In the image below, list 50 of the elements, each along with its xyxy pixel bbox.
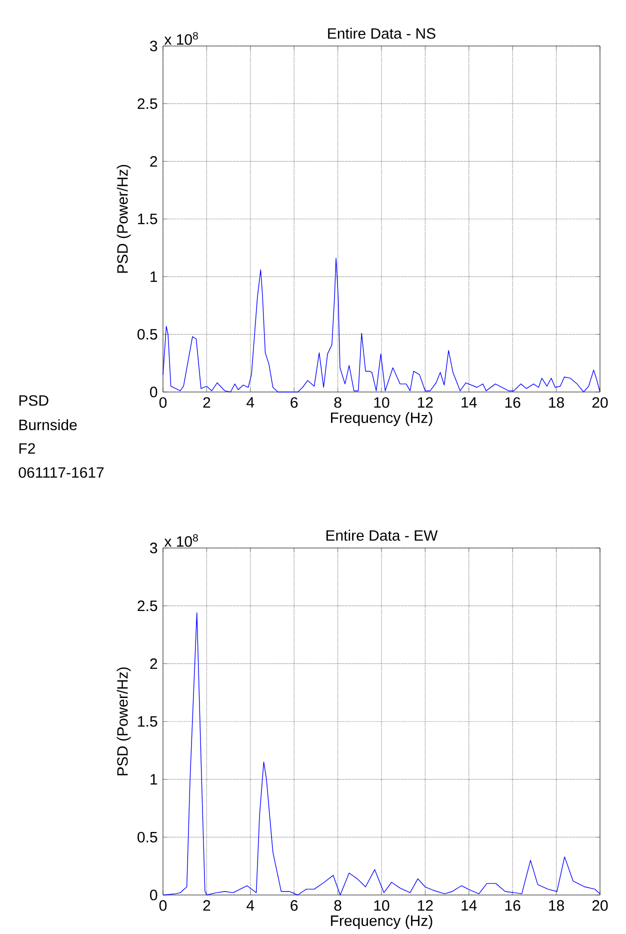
- x-tick-label: 20: [592, 900, 608, 911]
- text: PSD: [19, 395, 48, 406]
- chart-title: Entire Data - NS: [328, 28, 436, 39]
- x-tick-label: 18: [549, 397, 564, 408]
- y-tick-label: 0: [150, 890, 158, 900]
- x-tick-label: 8: [334, 397, 342, 408]
- y-tick-label: 1: [150, 774, 158, 784]
- y-tick-label: 2.5: [138, 600, 158, 612]
- text: x 10$^{8}$: [164, 32, 198, 45]
- x-tick-label: 16: [505, 900, 520, 911]
- text: Burnside: [19, 419, 77, 430]
- x-axis-title: Frequency (Hz): [331, 412, 432, 426]
- x-tick-label: 4: [246, 397, 254, 408]
- x-tick-label: 2: [203, 900, 210, 911]
- y-axis-title: PSD (Power/Hz): [116, 667, 131, 776]
- x-tick-label: 16: [505, 397, 520, 408]
- line-series: [162, 258, 600, 392]
- x-tick-label: 12: [418, 900, 433, 911]
- x-tick-label: 4: [246, 900, 254, 911]
- chart-title: Entire Data - EW: [326, 530, 438, 541]
- y-tick-label: 0: [150, 386, 158, 398]
- x-tick-label: 14: [462, 397, 477, 408]
- text: x 10$^{8}$: [164, 534, 198, 547]
- x-tick-label: 14: [462, 900, 477, 911]
- x-tick-label: 10: [374, 900, 390, 911]
- y-tick-label: 2.5: [138, 98, 158, 109]
- x-tick-label: 10: [374, 397, 390, 408]
- x-tick-label: 12: [418, 397, 433, 408]
- y-tick-label: 1.5: [138, 214, 158, 224]
- x-axis-title: Frequency (Hz): [331, 915, 432, 929]
- x-tick-label: 20: [592, 397, 608, 408]
- y-tick-label: 0.5: [138, 832, 158, 842]
- y-tick-label: 3: [150, 542, 158, 554]
- line-series: [162, 612, 600, 896]
- y-tick-label: 2: [150, 658, 158, 669]
- x-tick-label: 8: [334, 900, 342, 911]
- text: 061117-1617: [18, 467, 104, 478]
- x-tick-label: 6: [290, 397, 298, 408]
- x-tick-label: 0: [159, 900, 167, 911]
- y-tick-label: 0.5: [138, 329, 158, 340]
- x-tick-label: 6: [290, 900, 298, 911]
- y-tick-label: 3: [150, 40, 158, 52]
- y-tick-label: 1.5: [138, 716, 158, 727]
- x-tick-label: 2: [203, 397, 210, 408]
- y-axis-title: PSD (Power/Hz): [116, 164, 131, 273]
- y-tick-label: 2: [150, 156, 158, 167]
- x-tick-label: 0: [159, 397, 167, 408]
- text: F2: [19, 443, 35, 454]
- y-tick-label: 1: [150, 272, 158, 282]
- x-tick-label: 18: [549, 900, 564, 911]
